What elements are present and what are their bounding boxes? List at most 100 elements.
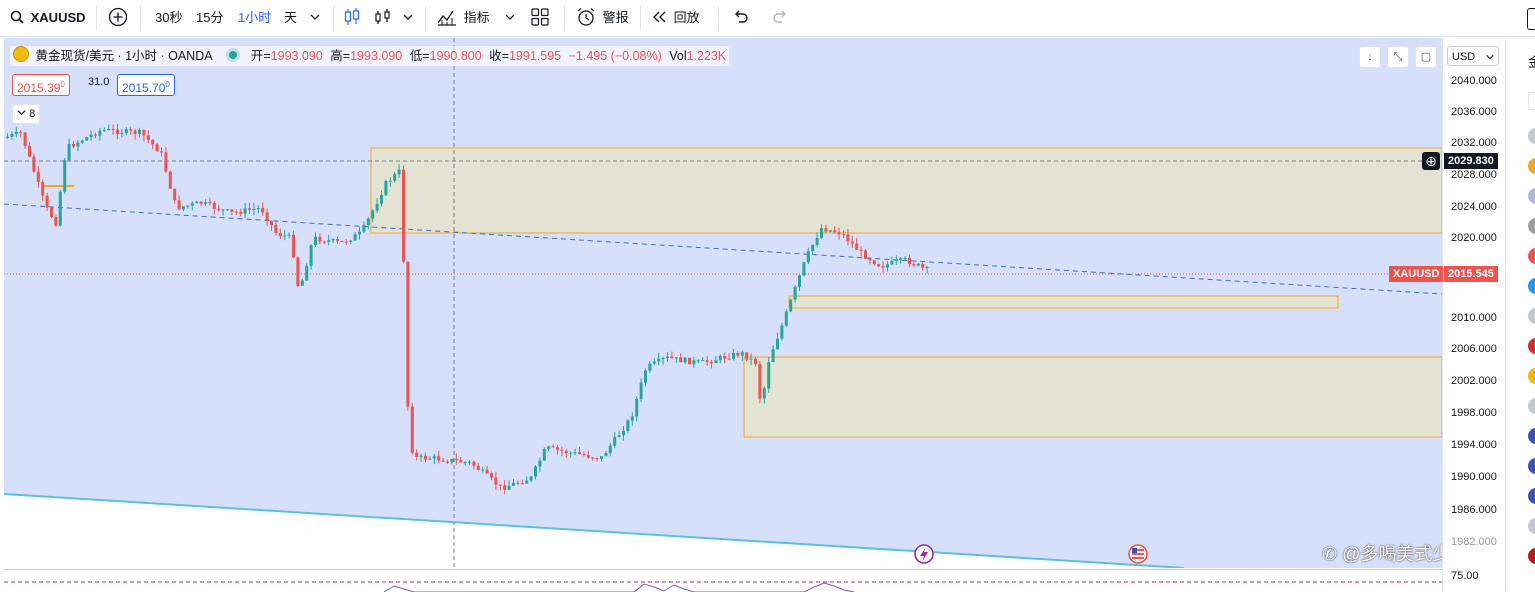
legend-title[interactable]: 黄金现货/美元 · 1小时 · OANDA [35,49,212,63]
scroll-down-button[interactable]: ↓ [1359,46,1381,68]
indicators-button[interactable]: 指标 [437,0,490,36]
candle-body [850,241,854,244]
watchlist-symbol-icon[interactable] [1528,458,1535,474]
candle-body [50,207,53,218]
candle-body [573,452,577,454]
symbol-search-button[interactable]: XAUUSD [10,0,86,36]
candle-body [168,171,172,189]
price-tick: 2032.000 [1451,137,1497,149]
watchlist-tab[interactable] [1528,92,1535,110]
candle-body [745,352,749,360]
symbol-label: XAUUSD [30,10,86,25]
watchlist-symbol-icon[interactable] [1528,428,1535,444]
collapse-icon: ⤡ [1393,51,1403,63]
buy-button[interactable]: 2015.700 [117,74,175,96]
candle-body [740,352,744,356]
candlestick-series [6,123,929,495]
watchlist-symbol-icon[interactable] [1528,518,1535,534]
price-tick: 1994.000 [1451,439,1497,451]
price-axis[interactable]: USD 2040.000 2036.000 2032.000 2028.000 … [1442,38,1505,591]
interval-15m[interactable]: 15分 [196,10,224,25]
candle-body [274,224,278,233]
redo-button[interactable] [772,0,788,36]
candle-body [54,217,58,226]
lightning-event-icon [914,544,934,564]
replay-button[interactable]: 回放 [652,0,700,36]
candle-body [296,257,300,286]
candle-body [463,462,467,464]
indicators-dropdown[interactable] [505,0,515,36]
last-price-label: 2015.545 [1444,266,1498,282]
candle-body [459,460,463,463]
high-label: 高= [330,49,351,63]
gold-coin-icon [13,46,29,62]
candle-body [507,485,511,490]
price-tick: 2010.000 [1451,312,1497,324]
candle-body [688,357,691,365]
watchlist-symbol-icon[interactable] [1528,308,1535,324]
watchlist-symbol-icon[interactable] [1528,398,1535,414]
candle-body [498,484,502,486]
maximize-button[interactable]: ▢ [1415,46,1437,68]
watchlist-symbol-icon[interactable] [1528,158,1535,174]
candle-body [886,264,889,268]
candle-body [710,361,713,364]
candle-body [10,134,14,137]
candle-body [182,206,185,210]
indicator-pane[interactable] [4,569,1442,592]
chevron-down-icon [403,14,413,20]
candle-body [749,358,753,360]
currency-select[interactable]: USD [1447,46,1499,66]
candle-body [177,200,181,210]
volume-label: Vol [669,49,687,63]
fullscreen-icon[interactable] [1527,8,1535,30]
currency-value: USD [1452,51,1476,63]
indicator-collapse-toggle[interactable]: 8 [12,104,41,124]
candle-body [916,263,920,266]
interval-30s[interactable]: 30秒 [155,10,183,25]
price-tick: 2024.000 [1451,201,1497,213]
candle-body [234,211,238,213]
candle-body [582,454,586,456]
middle-zone [788,295,1339,309]
candle-body [503,485,507,490]
candle-body [111,128,115,130]
watchlist-symbol-icon[interactable] [1528,338,1535,354]
watchlist-symbol-icon[interactable] [1528,188,1535,204]
top-toolbar: XAUUSD 30秒 15分 1小时 天 指标 警报 回放 [0,0,1535,37]
divider [333,6,334,30]
candles-chart-type-button[interactable] [343,0,361,36]
candle-body [322,241,326,243]
watchlist-symbol-icon[interactable] [1528,128,1535,144]
interval-dropdown[interactable] [310,0,320,36]
sell-button[interactable]: 2015.390 [12,74,70,96]
watchlist-symbol-icon[interactable] [1528,278,1535,294]
interval-1h[interactable]: 1小时 [238,10,272,25]
candle-body [305,265,309,281]
watchlist-header-icon[interactable]: 金 [1528,52,1535,72]
bars-chart-type-button[interactable] [374,0,392,36]
undo-button[interactable] [733,0,749,36]
candle-body [28,145,31,157]
candle-body [490,473,493,478]
watchlist-symbol-icon[interactable] [1528,548,1535,564]
chevron-down-icon [17,110,26,116]
layout-button[interactable] [531,0,549,36]
candle-body [63,160,67,192]
chart-pane[interactable]: 黄金现货/美元 · 1小时 · OANDA 开=1993.090 高=1993.… [4,38,1442,568]
candle-body [287,234,291,236]
candle-body [388,180,392,182]
add-alert-plus-button[interactable]: ⊕ [1422,152,1440,170]
watchlist-symbol-icon[interactable] [1528,218,1535,234]
watchlist-symbol-icon[interactable] [1528,248,1535,264]
alert-button[interactable]: 警报 [576,0,629,36]
candle-body [520,483,524,485]
candle-body [798,275,801,287]
candle-body [806,251,810,263]
interval-1d[interactable]: 天 [284,10,298,25]
collapse-button[interactable]: ⤡ [1387,46,1409,68]
add-symbol-button[interactable] [108,0,128,36]
watchlist-symbol-icon[interactable] [1528,488,1535,504]
watchlist-symbol-icon[interactable] [1528,368,1535,384]
chart-type-dropdown[interactable] [403,0,413,36]
